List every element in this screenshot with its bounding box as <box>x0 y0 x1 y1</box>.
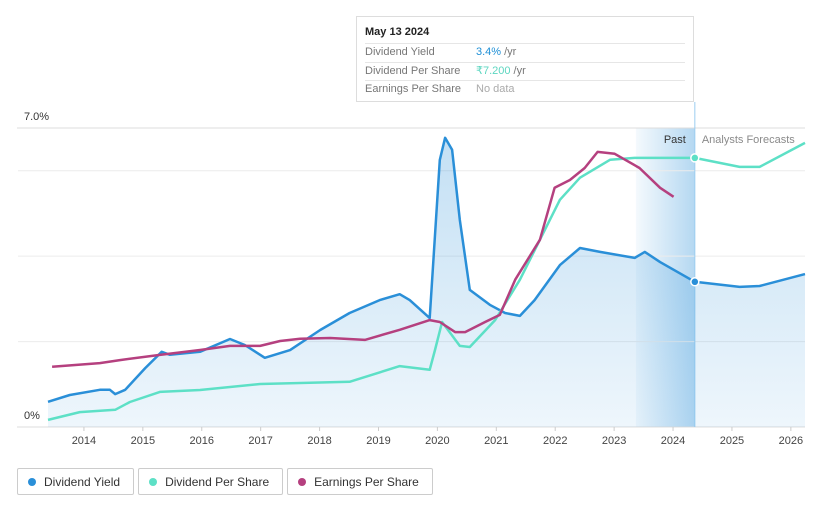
legend-item[interactable]: Earnings Per Share <box>287 468 433 495</box>
legend-label: Dividend Yield <box>44 474 121 489</box>
chart: Past Analysts Forecasts 0% 7.0% 2014 2015 2016… <box>17 102 806 447</box>
hover-dot <box>690 277 700 287</box>
x-tick-label: 2025 <box>720 435 744 447</box>
tooltip-date: May 13 2024 <box>365 26 430 38</box>
tooltip-row: Dividend Per Share ₹7.200/yr <box>365 61 685 81</box>
legend-swatch <box>28 477 36 486</box>
tooltip-value: ₹7.200 <box>476 64 511 77</box>
x-tick-label: 2026 <box>779 435 803 447</box>
tooltip-unit: /yr <box>504 46 517 58</box>
legend-label: Dividend Per Share <box>165 474 270 489</box>
series-line <box>52 150 675 369</box>
x-tick-label: 2014 <box>72 435 96 447</box>
x-tick-label: 2019 <box>366 435 390 447</box>
tooltip-unit: /yr <box>513 64 526 77</box>
legend-item[interactable]: Dividend Yield <box>17 468 135 495</box>
series-area <box>48 137 805 428</box>
x-tick-label: 2020 <box>425 435 449 447</box>
tooltip-value: No data <box>476 83 515 95</box>
legend: Dividend Yield Dividend Per Share Earnings… <box>17 468 433 495</box>
x-tick-label: 2016 <box>190 435 214 447</box>
x-tick-label: 2015 <box>131 435 155 447</box>
tooltip-value: 3.4% <box>476 46 502 58</box>
legend-item[interactable]: Dividend Per Share <box>138 468 284 495</box>
tooltip: May 13 2024 Dividend Yield 3.4%/yr Dividen… <box>356 16 694 102</box>
tooltip-row: Dividend Yield 3.4%/yr <box>365 43 685 62</box>
x-tick-label: 2017 <box>248 435 272 447</box>
tooltip-row: Earnings Per Share No data <box>365 80 685 99</box>
x-tick-label: 2024 <box>661 435 685 447</box>
x-tick-label: 2018 <box>307 435 331 447</box>
legend-swatch <box>149 477 158 486</box>
tooltip-label: Dividend Yield <box>365 46 435 58</box>
y-tick-label: 0% <box>24 410 40 422</box>
past-label: Past <box>664 134 686 146</box>
x-tick-label: 2023 <box>602 435 626 447</box>
forecast-label: Analysts Forecasts <box>702 134 795 146</box>
legend-label: Earnings Per Share <box>314 474 419 489</box>
y-tick-label: 7.0% <box>24 111 49 123</box>
hover-dot <box>690 153 700 163</box>
x-tick-label: 2021 <box>484 435 508 447</box>
series-line <box>47 141 806 422</box>
tooltip-label: Earnings Per Share <box>365 83 461 95</box>
legend-swatch <box>298 477 307 486</box>
x-tick-label: 2022 <box>543 435 567 447</box>
series-line <box>47 136 806 403</box>
tooltip-label: Dividend Per Share <box>365 64 461 77</box>
